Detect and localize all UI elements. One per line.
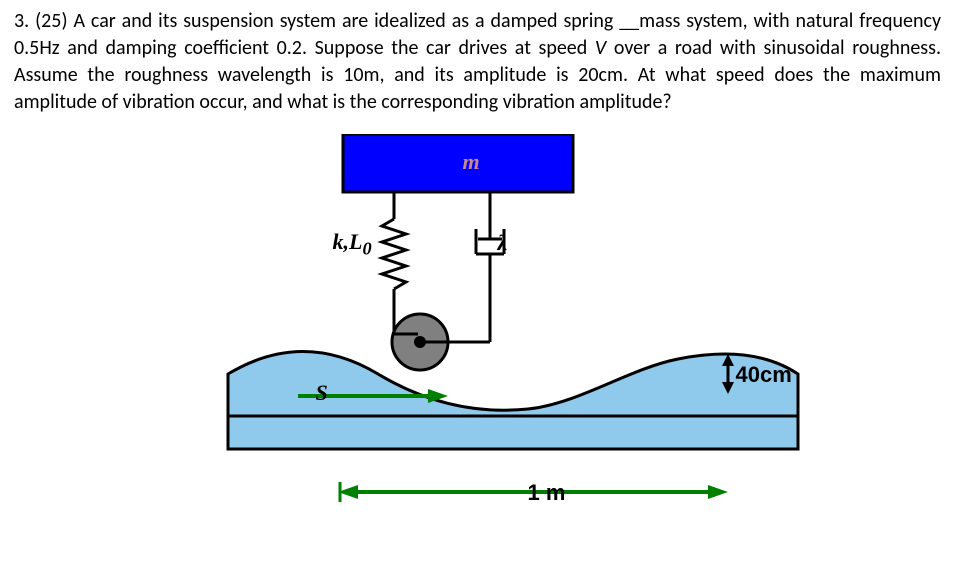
road-position-var: S xyxy=(316,380,328,406)
problem-text-prefix: A car and its suspension system are idea… xyxy=(73,9,613,33)
suspension-diagram: m k,L0 λ S 40cm 1 m xyxy=(128,134,828,514)
problem-statement: 3. (25) A car and its suspension system … xyxy=(14,8,941,116)
problem-dash: __ xyxy=(619,9,639,33)
damper-label: λ xyxy=(498,230,508,256)
wavelength-label: 1 m xyxy=(528,480,566,506)
problem-points: (25) xyxy=(35,9,67,33)
spring-label: k,L0 xyxy=(333,229,372,259)
problem-number: 3. xyxy=(14,9,29,33)
roughness-height-label: 40cm xyxy=(736,362,792,388)
speed-variable: V xyxy=(595,36,606,60)
mass-label: m xyxy=(463,149,480,175)
